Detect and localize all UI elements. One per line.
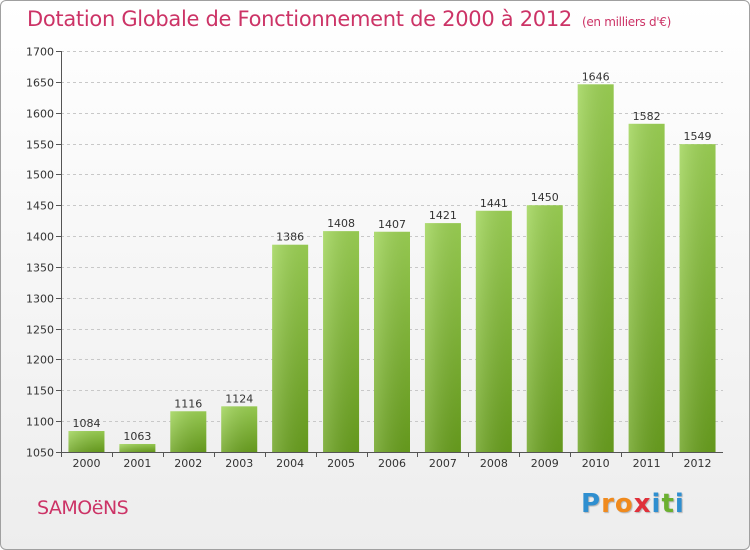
x-tick-label: 2012	[684, 457, 712, 470]
y-tick-label: 1200	[26, 354, 54, 367]
y-tick-label: 1150	[26, 385, 54, 398]
x-tick-label: 2003	[225, 457, 253, 470]
x-tick-label: 2006	[378, 457, 406, 470]
bar-shade	[577, 84, 614, 452]
logo-letter: x	[633, 489, 652, 519]
bar-value-label: 1407	[378, 218, 406, 231]
bar-shade	[119, 443, 156, 452]
x-tick-label: 2008	[480, 457, 508, 470]
commune-name: SAMOëNS	[37, 497, 129, 519]
bar-shade	[526, 205, 563, 452]
y-tick-label: 1500	[26, 169, 54, 182]
bar-shade	[374, 231, 410, 452]
bar-shade	[475, 210, 512, 452]
bar-layer: 1084 1063 1116 1124 1386 1408 1407 1421 1441 1450…	[68, 70, 716, 452]
bar-value-label: 1441	[480, 197, 508, 210]
bar-value-label: 1386	[276, 231, 304, 244]
logo-letter: i	[674, 489, 685, 519]
logo-letter: o	[614, 489, 634, 519]
x-tick-label: 2001	[123, 457, 151, 470]
bar-value-label: 1646	[582, 70, 610, 83]
bar-shade	[323, 231, 360, 452]
y-tick-label: 1050	[26, 447, 54, 460]
proxiti-logo[interactable]: Proxiti	[581, 489, 685, 519]
bar-shade	[221, 406, 258, 452]
y-tick-label: 1100	[26, 416, 54, 429]
bar-shade	[68, 431, 105, 452]
x-tick-label: 2011	[633, 457, 661, 470]
y-tick-label: 1350	[26, 262, 54, 275]
y-tick-label: 1250	[26, 324, 54, 337]
bar-shade	[628, 123, 665, 452]
bar-shade	[170, 411, 207, 452]
bar-shade	[424, 223, 461, 452]
bar-value-label: 1084	[72, 417, 100, 430]
bar-value-label: 1450	[531, 191, 559, 204]
bar-value-label: 1116	[174, 397, 202, 410]
logo-letter: P	[581, 489, 602, 519]
y-tick-label: 1300	[26, 293, 54, 306]
y-tick-label: 1450	[26, 200, 54, 213]
logo-letter: t	[661, 489, 675, 519]
y-tick-label: 1600	[26, 108, 54, 121]
chart-subtitle: (en milliers d'€)	[581, 15, 671, 29]
logo-letter: r	[601, 489, 615, 519]
y-tick-label: 1400	[26, 231, 54, 244]
bar-value-label: 1549	[684, 130, 712, 143]
title-text: Dotation Globale de Fonctionnement de 20…	[27, 7, 572, 31]
bar-shade	[272, 244, 309, 452]
y-tick-label: 1650	[26, 77, 54, 90]
chart-title: Dotation Globale de Fonctionnement de 20…	[27, 7, 671, 31]
bar-value-label: 1421	[429, 209, 457, 222]
x-tick-label: 2009	[531, 457, 559, 470]
x-tick-label: 2000	[72, 457, 100, 470]
x-tick-label: 2010	[582, 457, 610, 470]
bar-value-label: 1063	[123, 430, 151, 443]
axis-layer: 1050 1100 1150 1200 1250 1300 1350 1400 1450 1500…	[26, 46, 723, 470]
x-tick-label: 2002	[174, 457, 202, 470]
x-tick-label: 2004	[276, 457, 304, 470]
x-tick-label: 2007	[429, 457, 457, 470]
bar-value-label: 1408	[327, 217, 355, 230]
bar-value-label: 1124	[225, 392, 253, 405]
logo-letter: i	[651, 489, 662, 519]
bar-shade	[679, 144, 716, 452]
x-tick-label: 2005	[327, 457, 355, 470]
y-tick-label: 1700	[26, 46, 54, 59]
bar-value-label: 1582	[633, 110, 661, 123]
y-tick-label: 1550	[26, 139, 54, 152]
